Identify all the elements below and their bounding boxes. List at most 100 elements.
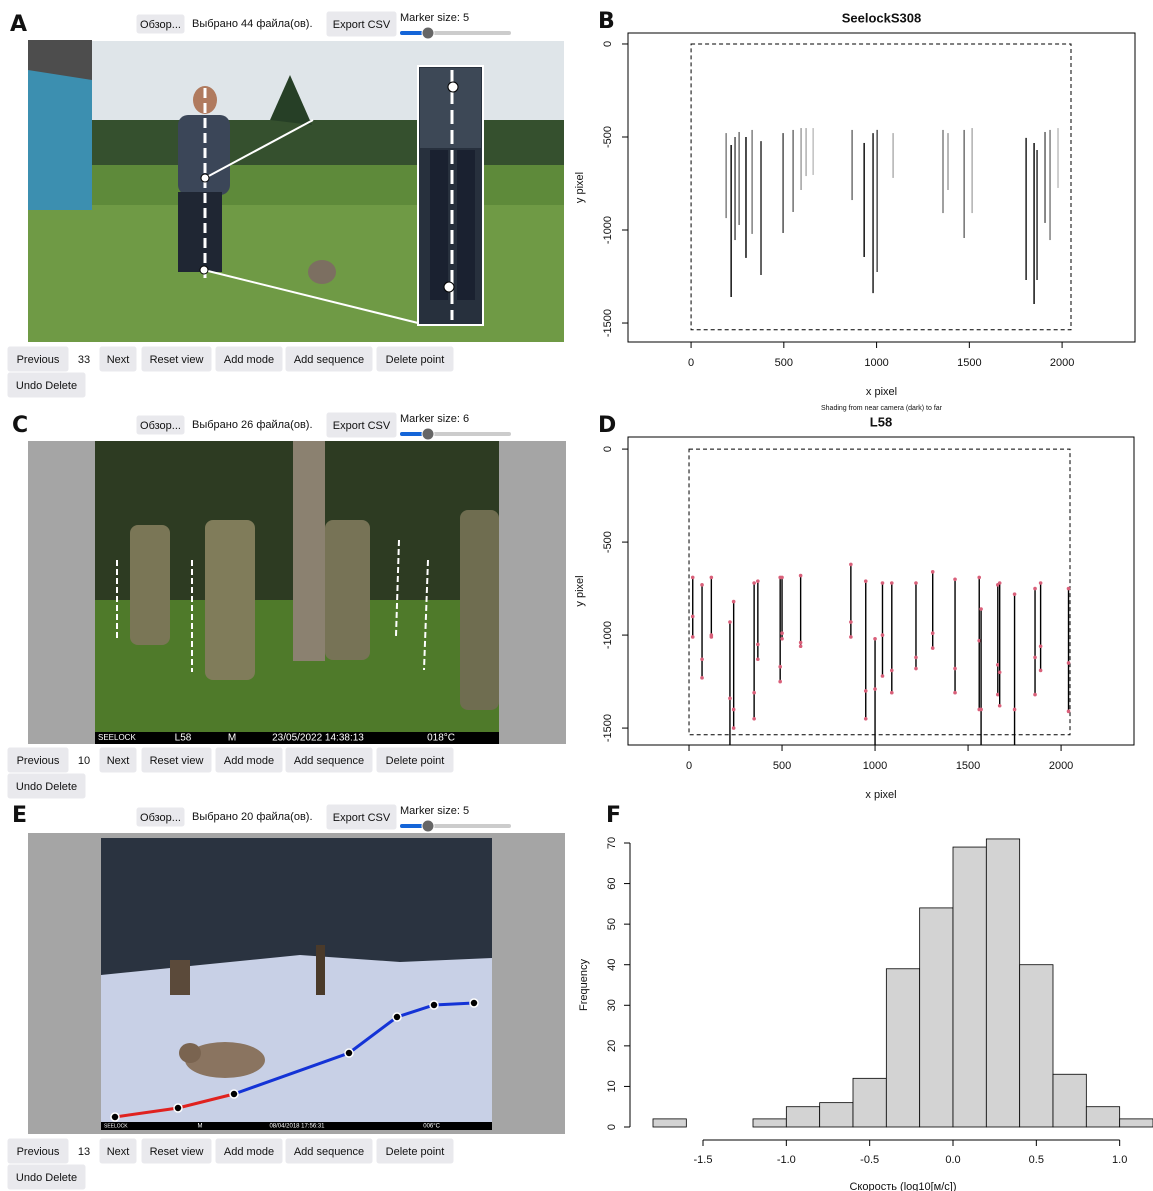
histogram-bar — [1020, 965, 1053, 1127]
button[interactable]: Previous — [8, 748, 68, 772]
slider-thumb[interactable] — [422, 428, 434, 440]
track-point — [1013, 592, 1017, 596]
camera-overlay: 08/04/2018 17:56:31 — [269, 1124, 325, 1130]
track-point — [1039, 669, 1043, 673]
button[interactable]: Add sequence — [286, 347, 372, 371]
button[interactable]: Next — [100, 1139, 136, 1163]
button-label: Export CSV — [333, 19, 391, 31]
track-point — [691, 615, 695, 619]
button[interactable]: Undo Delete — [8, 373, 85, 397]
x-tick-label: 0.5 — [1029, 1154, 1044, 1166]
photo-c — [28, 441, 566, 744]
track-point — [864, 689, 868, 693]
button[interactable]: Delete point — [377, 1139, 453, 1163]
button[interactable]: Add mode — [216, 1139, 282, 1163]
y-tick-label: -1500 — [602, 714, 614, 742]
figure: ABCDEFОбзор...Выбрано 44 файла(ов).Expor… — [0, 0, 1153, 1191]
x-axis-label: x pixel — [865, 789, 896, 801]
button[interactable]: Undo Delete — [8, 774, 85, 798]
y-axis-label: y pixel — [574, 172, 586, 203]
button[interactable]: Previous — [8, 1139, 68, 1163]
button-label: Next — [107, 755, 130, 767]
button-label: Delete point — [386, 354, 445, 366]
track-point — [953, 667, 957, 671]
button[interactable]: Delete point — [377, 347, 453, 371]
button[interactable]: Обзор... — [137, 416, 184, 434]
x-tick-label: 2000 — [1049, 760, 1073, 772]
track-point — [756, 579, 760, 583]
histogram-bar — [653, 1119, 686, 1127]
x-tick-label: -1.0 — [777, 1154, 796, 1166]
button[interactable]: Export CSV — [327, 413, 396, 437]
x-tick-label: 500 — [773, 760, 791, 772]
button[interactable]: Add mode — [216, 748, 282, 772]
panel-label: D — [598, 413, 616, 438]
counter: 33 — [78, 354, 90, 366]
button[interactable]: Add mode — [216, 347, 282, 371]
track-point — [977, 576, 981, 580]
marker-size-label: Marker size: 5 — [400, 805, 469, 817]
button[interactable]: Next — [100, 347, 136, 371]
track-point — [1013, 708, 1017, 712]
track-point — [732, 726, 736, 730]
button[interactable]: Undo Delete — [8, 1165, 85, 1189]
button[interactable]: Add sequence — [286, 1139, 372, 1163]
y-tick-label: 0 — [602, 41, 614, 47]
track-point — [931, 646, 935, 650]
button[interactable]: Previous — [8, 347, 68, 371]
button-label: Previous — [17, 354, 60, 366]
button[interactable]: Delete point — [377, 748, 453, 772]
track-point — [890, 691, 894, 695]
button[interactable]: Export CSV — [327, 12, 396, 36]
slider-thumb[interactable] — [422, 820, 434, 832]
image-frame — [691, 44, 1071, 330]
button-label: Reset view — [150, 354, 204, 366]
button-label: Reset view — [150, 755, 204, 767]
track-point — [799, 644, 803, 648]
button-label: Next — [107, 1146, 130, 1158]
track-point — [914, 581, 918, 585]
histogram-bar — [986, 839, 1019, 1127]
y-tick-label: 50 — [606, 918, 618, 930]
button[interactable]: Add sequence — [286, 748, 372, 772]
track-point — [780, 637, 784, 641]
track-point — [1067, 661, 1071, 665]
counter: 10 — [78, 755, 90, 767]
track-point — [849, 635, 853, 639]
button[interactable]: Reset view — [142, 1139, 211, 1163]
track-point — [732, 600, 736, 604]
button[interactable]: Next — [100, 748, 136, 772]
y-tick-label: 10 — [606, 1080, 618, 1092]
plot-box — [628, 33, 1135, 342]
button[interactable]: Reset view — [142, 347, 211, 371]
photo-e — [28, 833, 565, 1134]
button-label: Export CSV — [333, 420, 391, 432]
track-point — [728, 620, 732, 624]
track-point — [752, 581, 756, 585]
track-point — [890, 581, 894, 585]
file-status: Выбрано 26 файла(ов). — [192, 419, 313, 431]
camera-overlay: 006°C — [423, 1124, 440, 1130]
track-point — [849, 563, 853, 567]
y-tick-label: -1500 — [602, 309, 614, 337]
slider-thumb[interactable] — [422, 27, 434, 39]
button[interactable]: Reset view — [142, 748, 211, 772]
track-point — [953, 577, 957, 581]
button[interactable]: Export CSV — [327, 805, 396, 829]
button-label: Обзор... — [140, 420, 181, 432]
button-label: Delete point — [386, 755, 445, 767]
x-tick-label: 1000 — [864, 357, 888, 369]
button[interactable]: Обзор... — [137, 808, 184, 826]
segments — [726, 128, 1058, 304]
camera-overlay: L58 — [175, 733, 192, 744]
button-label: Export CSV — [333, 812, 391, 824]
button[interactable]: Обзор... — [137, 15, 184, 33]
button-label: Delete point — [386, 1146, 445, 1158]
track-point — [890, 669, 894, 673]
y-tick-label: 0 — [606, 1124, 618, 1130]
x-tick-label: 500 — [775, 357, 793, 369]
camera-overlay: M — [198, 1124, 203, 1130]
track-point — [979, 708, 983, 712]
track-point — [873, 637, 877, 641]
camera-overlay: 018°C — [427, 733, 455, 744]
